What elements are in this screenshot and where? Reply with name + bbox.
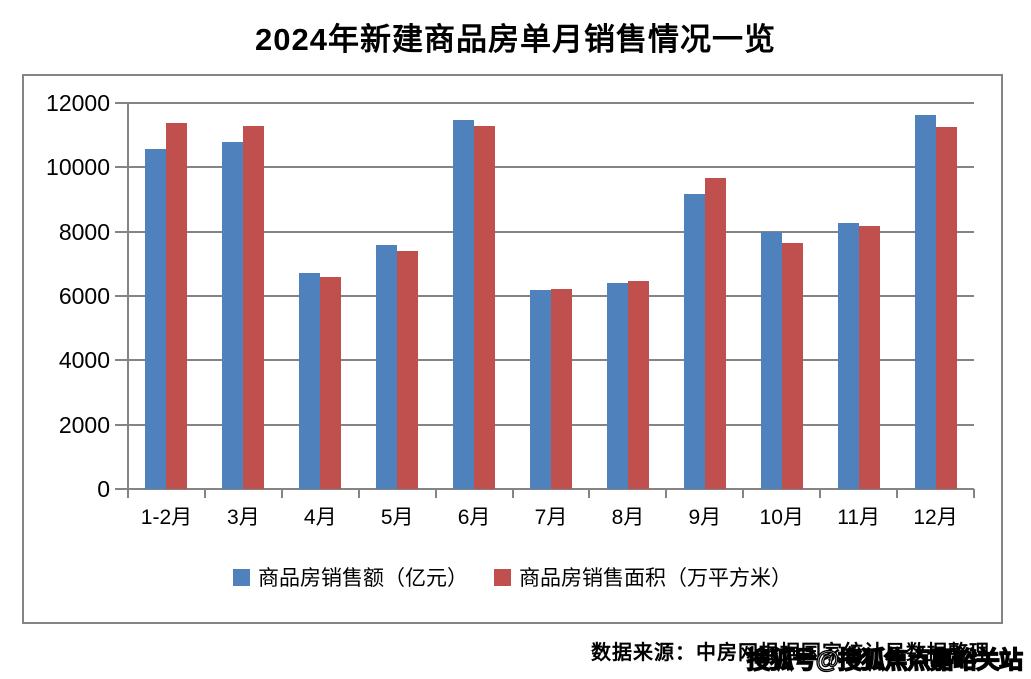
x-tick-label-3月: 3月 bbox=[227, 506, 260, 529]
legend-label: 商品房销售额（亿元） bbox=[258, 567, 468, 590]
y-tick-mark-8000 bbox=[115, 230, 135, 233]
y-tick-label-0: 0 bbox=[97, 476, 110, 502]
gridline-0 bbox=[128, 488, 974, 490]
bar-area-12月 bbox=[935, 126, 957, 489]
bar-area-4月 bbox=[320, 277, 342, 489]
y-tick-label-12000: 12000 bbox=[46, 90, 110, 116]
watermark-text: 搜狐号@搜狐焦点嘉峪关站 bbox=[746, 646, 1024, 674]
bar-area-9月 bbox=[704, 177, 726, 489]
x-tick-label-1-2月: 1-2月 bbox=[140, 506, 193, 529]
y-tick-mark-2000 bbox=[115, 423, 135, 426]
x-tick-mark-10 bbox=[896, 489, 899, 498]
x-tick-label-4月: 4月 bbox=[303, 506, 337, 529]
y-tick-label-8000: 8000 bbox=[58, 218, 110, 245]
legend-swatch-icon bbox=[494, 568, 511, 586]
x-tick-label-6月: 6月 bbox=[457, 506, 491, 529]
y-tick-mark-10000 bbox=[115, 166, 135, 169]
chart-title: 2024年新建商品房单月销售情况一览 bbox=[255, 22, 776, 57]
y-tick-mark-4000 bbox=[115, 359, 135, 362]
x-tick-mark-8 bbox=[742, 489, 745, 498]
x-tick-mark-2 bbox=[280, 489, 283, 498]
gridline-10000 bbox=[128, 166, 974, 169]
bar-sales-11月 bbox=[837, 222, 859, 489]
chart-legend: 商品房销售额（亿元） 商品房销售面积（万平方米） bbox=[24, 562, 1001, 592]
x-tick-mark-6 bbox=[588, 489, 591, 498]
x-tick-label-11月: 11月 bbox=[837, 506, 881, 529]
bar-sales-3月 bbox=[222, 141, 244, 489]
bar-sales-1-2月 bbox=[145, 149, 167, 489]
x-tick-mark-7 bbox=[665, 489, 668, 498]
gridline-12000 bbox=[128, 102, 974, 104]
y-tick-mark-12000 bbox=[115, 102, 135, 104]
y-tick-label-4000: 4000 bbox=[58, 347, 110, 374]
legend-item-sales: 商品房销售额（亿元） bbox=[233, 562, 468, 592]
bar-sales-4月 bbox=[299, 273, 321, 489]
y-tick-mark-0 bbox=[115, 488, 135, 490]
legend-swatch-icon bbox=[233, 568, 250, 586]
bar-sales-12月 bbox=[914, 115, 936, 489]
bar-sales-9月 bbox=[683, 194, 705, 489]
x-tick-label-8月: 8月 bbox=[611, 506, 645, 529]
x-tick-mark-11 bbox=[973, 489, 975, 498]
bar-area-5月 bbox=[397, 251, 419, 489]
bar-sales-8月 bbox=[606, 283, 628, 489]
x-tick-label-5月: 5月 bbox=[380, 506, 414, 529]
bar-area-6月 bbox=[474, 126, 496, 489]
bar-area-10月 bbox=[781, 243, 803, 489]
y-axis-line bbox=[127, 103, 129, 491]
bar-sales-6月 bbox=[453, 120, 475, 489]
bar-area-8月 bbox=[627, 281, 649, 489]
x-tick-mark-4 bbox=[434, 489, 437, 498]
x-tick-label-12月: 12月 bbox=[913, 506, 958, 529]
y-tick-label-6000: 6000 bbox=[58, 283, 110, 309]
y-tick-label-2000: 2000 bbox=[58, 411, 110, 438]
bar-sales-7月 bbox=[530, 289, 551, 489]
x-tick-label-7月: 7月 bbox=[534, 506, 568, 529]
bar-area-11月 bbox=[858, 225, 880, 489]
x-tick-mark-5 bbox=[511, 489, 514, 498]
y-tick-mark-6000 bbox=[115, 295, 135, 297]
bar-area-3月 bbox=[243, 125, 265, 489]
x-tick-label-9月: 9月 bbox=[688, 506, 722, 529]
chart-container: 商品房销售额（亿元） 商品房销售面积（万平方米） 0 2000 4000 6000 800… bbox=[22, 74, 1003, 624]
x-tick-mark-9 bbox=[819, 489, 822, 498]
x-tick-mark-1 bbox=[203, 489, 206, 498]
legend-item-area: 商品房销售面积（万平方米） bbox=[494, 562, 792, 592]
data-source-text: 数据来源：中房网根据国家统计局数据整理 bbox=[591, 642, 990, 664]
y-tick-label-10000: 10000 bbox=[46, 154, 110, 181]
bar-sales-10月 bbox=[760, 232, 782, 489]
bar-area-1-2月 bbox=[166, 123, 188, 489]
legend-label: 商品房销售面积（万平方米） bbox=[519, 567, 792, 590]
bar-sales-5月 bbox=[376, 244, 398, 489]
gridline-8000 bbox=[128, 230, 974, 233]
x-tick-mark-3 bbox=[357, 489, 360, 498]
x-tick-label-10月: 10月 bbox=[759, 506, 804, 529]
x-tick-mark-0 bbox=[127, 489, 129, 498]
bar-area-7月 bbox=[551, 288, 572, 489]
